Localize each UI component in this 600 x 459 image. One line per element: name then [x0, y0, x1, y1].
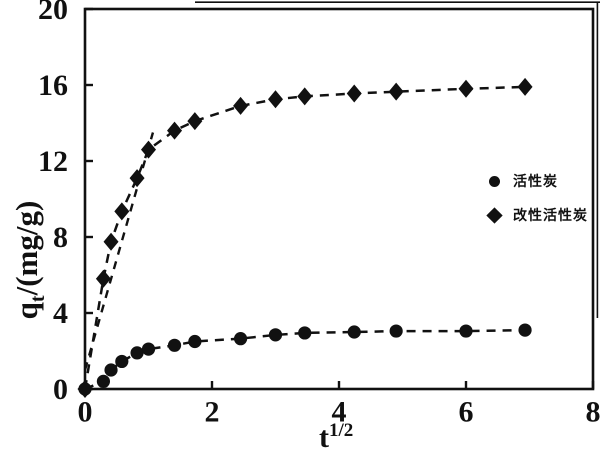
data-point-diamond: [388, 82, 404, 101]
diamond-marker-icon: [486, 206, 503, 224]
y-tick-label: 4: [53, 297, 68, 330]
data-point-circle: [130, 346, 144, 360]
data-point-diamond: [346, 84, 362, 103]
data-point-circle: [347, 325, 361, 339]
data-point-circle: [104, 363, 118, 377]
data-point-diamond: [297, 87, 313, 106]
data-point-diamond: [77, 380, 93, 398]
x-tick-label: 0: [78, 396, 93, 429]
x-tick-label: 6: [459, 396, 474, 429]
y-tick-label: 20: [38, 0, 68, 26]
legend-label-activated-carbon: 活性炭: [513, 175, 558, 190]
series-line-1: [83, 85, 526, 390]
legend: 活性炭 改性活性炭: [486, 170, 588, 238]
data-point-circle: [233, 332, 248, 346]
data-point-circle: [96, 374, 111, 388]
y-tick-label: 0: [53, 373, 68, 406]
fit-line: [83, 132, 155, 371]
circle-marker-icon: [489, 175, 500, 187]
y-tick-label: 8: [53, 221, 68, 254]
data-point-circle: [298, 326, 312, 340]
data-point-diamond: [95, 269, 111, 288]
data-point-circle: [268, 328, 283, 342]
data-point-circle: [518, 323, 532, 337]
data-point-diamond: [129, 169, 145, 188]
x-tick-label: 2: [205, 396, 220, 429]
data-point-diamond: [517, 77, 533, 96]
legend-item-activated-carbon: 活性炭: [489, 170, 588, 192]
data-point-circle: [188, 334, 202, 349]
data-point-diamond: [114, 202, 130, 221]
y-tick-label: 16: [38, 69, 68, 102]
data-point-circle: [141, 342, 156, 356]
data-point-circle: [115, 354, 129, 369]
x-tick-label: 8: [586, 396, 600, 429]
data-point-circle: [167, 338, 182, 352]
data-point-circle: [459, 324, 473, 338]
y-tick-label: 12: [38, 145, 68, 178]
x-tick-label: 4: [332, 396, 347, 429]
data-point-diamond: [187, 112, 203, 131]
data-point-diamond: [103, 232, 119, 251]
y-axis-label: qt/(mg/g): [9, 200, 50, 320]
legend-item-modified-activated-carbon: 改性活性炭: [486, 204, 588, 226]
data-point-circle: [389, 324, 403, 338]
data-point-diamond: [141, 140, 156, 159]
data-point-diamond: [167, 121, 183, 140]
legend-label-modified-activated-carbon: 改性活性炭: [513, 209, 588, 224]
data-point-diamond: [233, 96, 249, 115]
data-point-diamond: [268, 90, 283, 109]
x-axis-label: t1/2: [319, 420, 354, 454]
data-point-diamond: [458, 79, 474, 98]
